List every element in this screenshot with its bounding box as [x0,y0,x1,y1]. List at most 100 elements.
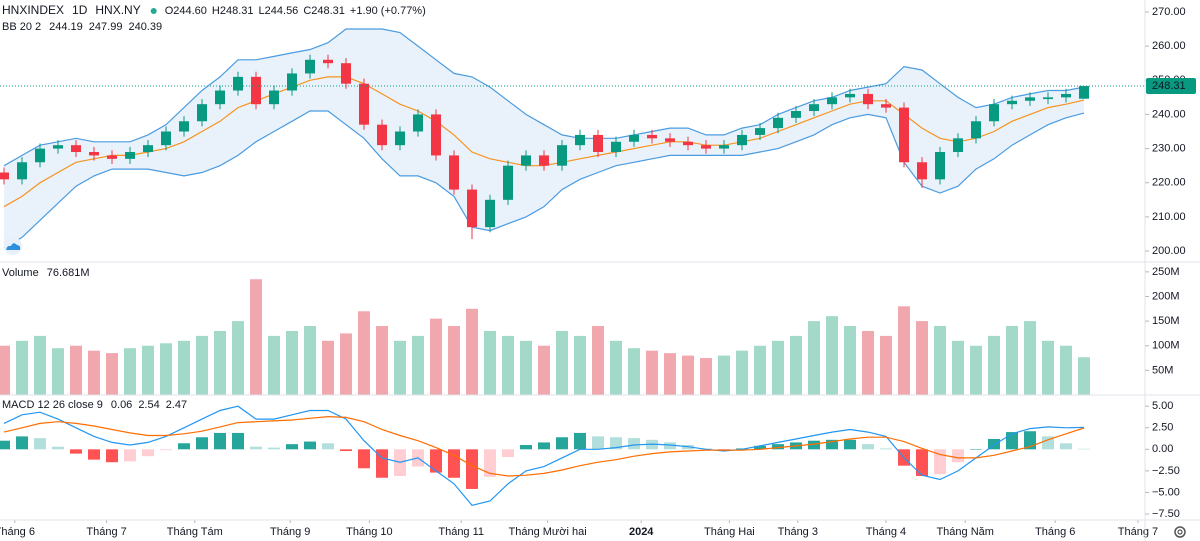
candle-body [538,155,549,166]
macd-histogram-bar [0,440,10,450]
candle-body [664,138,675,142]
macd-histogram-bar [321,443,334,450]
settings-button[interactable] [1174,526,1186,538]
volume-bar [267,335,280,395]
indicator-value: 244.19 [49,21,83,33]
candle-body [340,63,351,84]
macd-histogram-bar [177,443,190,450]
y-tick-label: 2.50 [1152,422,1173,434]
logo[interactable] [4,237,22,255]
logo-cloud [6,243,21,250]
volume-bar [897,306,910,395]
macd-histogram-bar [519,445,532,450]
candle-body [1060,93,1071,98]
candle-body [700,145,711,149]
macd-histogram-bar [807,440,820,450]
macd-histogram-bar [591,436,604,450]
candle-body [1024,97,1035,101]
candle-body [520,155,531,166]
candle-body [790,111,801,118]
candle-body [952,138,963,153]
candle-body [268,90,279,105]
candle-body [628,134,639,142]
volume-bar [735,350,748,395]
x-tick-label: Tháng Tám [167,526,223,538]
macd-histogram-bar [429,449,442,473]
volume-bar [825,316,838,395]
volume-bar [411,335,424,395]
gear-hub [1177,529,1183,535]
volume-bar [483,330,496,395]
candle-body [448,155,459,190]
volume-bar [1059,345,1072,395]
signal-line [3,415,1085,477]
candle-body [844,93,855,98]
macd-histogram-bar [465,449,478,489]
volume-bar [879,335,892,395]
volume-bar [753,345,766,395]
macd-histogram-bar [771,444,784,450]
macd-histogram-bar [339,449,352,452]
candle-body [736,134,747,146]
candle-body [52,145,63,149]
macd-value: 2.47 [166,399,187,411]
candle-body [556,145,567,166]
volume-bar [519,340,532,395]
macd-histogram-bar [1077,448,1090,450]
volume-bar [555,330,568,395]
volume-bar [933,326,946,395]
macd-histogram-bar [51,446,64,450]
x-tick-label: Tháng 6 [0,526,35,538]
y-tick-label: 230.00 [1152,142,1186,154]
candle-body [862,93,873,105]
candle-body [1042,97,1053,100]
macd-histogram-bar [1059,443,1072,450]
x-tick-label: Tháng 11 [438,526,484,538]
volume-bar [159,343,172,395]
volume-bar [717,355,730,395]
candle-body [916,162,927,180]
candle-body [412,114,423,132]
candle-body [286,73,297,91]
y-tick-label: 270.00 [1152,6,1186,18]
macd-histogram-bar [915,449,928,477]
x-tick-label: Tháng 9 [270,526,310,538]
candle-body [196,104,207,122]
candle-body [646,134,657,139]
exchange: HNX.NY [95,3,140,17]
macd-histogram-bar [969,449,982,450]
macd-line [3,405,1085,506]
ohlc-key: L [259,5,265,17]
volume-bar [303,326,316,395]
volume-bar [951,340,964,395]
macd-histogram-bar [267,447,280,450]
y-tick-label: 0.00 [1152,443,1173,455]
y-tick-label: 150M [1152,315,1180,327]
volume-bar [231,321,244,395]
volume-bar [573,335,586,395]
macd-histogram-bar [87,449,100,460]
macd-histogram-bar [555,437,568,450]
x-tick-label: Tháng Mười hai [509,526,587,538]
macd-histogram-bar [357,449,370,469]
ohlc-key: O [165,5,174,17]
macd-histogram-bar [1041,436,1054,450]
macd-histogram-bar [987,438,1000,450]
macd-histogram-bar [609,437,622,450]
y-tick-label: 260.00 [1152,40,1186,52]
candle-body [1078,86,1089,99]
volume-bar [1077,357,1090,395]
volume-bar [501,335,514,395]
y-tick-label: 200.00 [1152,245,1186,257]
macd-value: 2.54 [138,399,159,411]
volume-bar [249,279,262,395]
candle-body [934,152,945,180]
change: +1.90 (+0.77%) [350,5,426,17]
macd-histogram-bar [951,449,964,463]
ohlc-value: 248.31 [220,5,254,17]
candle-body [880,104,891,108]
volume-bar [627,348,640,395]
volume-bar [447,326,460,395]
